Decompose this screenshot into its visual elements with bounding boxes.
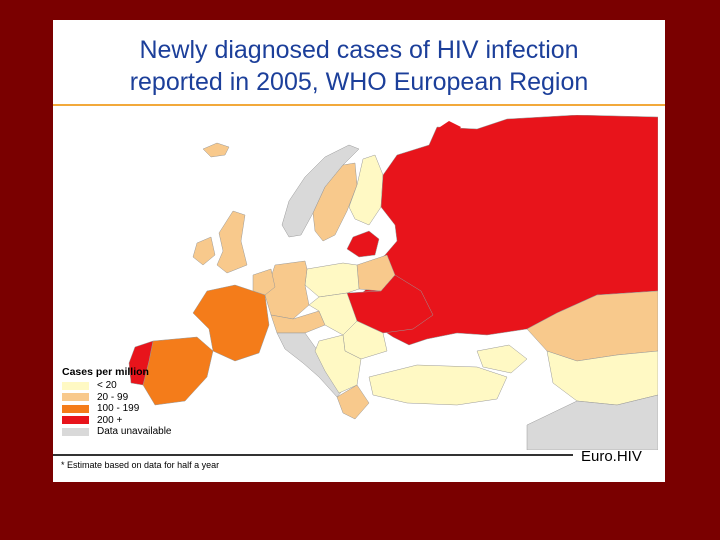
legend-item: < 20 — [62, 380, 172, 392]
legend-title: Cases per million — [62, 366, 149, 378]
legend: Cases per million < 20 20 - 99 100 - 199… — [62, 366, 172, 438]
footnote: * Estimate based on data for half a year — [61, 460, 220, 470]
slide-panel: Newly diagnosed cases of HIV infection r… — [53, 20, 665, 482]
legend-swatch — [62, 427, 89, 436]
eurohiv-logo: Euro.HIV — [581, 448, 642, 465]
legend-item: Data unavailable — [62, 426, 172, 438]
region-norway — [281, 144, 360, 238]
title-line-1: Newly diagnosed cases of HIV infection — [139, 36, 579, 64]
region-iceland — [202, 142, 230, 158]
region-greece — [336, 384, 370, 420]
legend-swatch — [62, 393, 89, 402]
legend-label: 200 + — [97, 414, 123, 426]
title-divider — [53, 104, 665, 106]
title-line-2: reported in 2005, WHO European Region — [129, 68, 589, 96]
region-unavailable-se — [526, 394, 658, 450]
legend-swatch — [62, 404, 89, 413]
legend-swatch — [62, 416, 89, 425]
legend-item: 20 - 99 — [62, 392, 172, 404]
legend-label: 20 - 99 — [97, 391, 129, 403]
legend-item: 100 - 199 — [62, 403, 172, 415]
legend-label: Data unavailable — [97, 426, 172, 438]
region-turkey — [368, 364, 508, 406]
region-poland — [304, 262, 360, 298]
region-france — [192, 284, 270, 362]
region-sweden — [312, 162, 358, 242]
legend-item: 200 + — [62, 415, 172, 427]
legend-swatch — [62, 381, 89, 390]
region-arctic-island — [437, 121, 461, 137]
legend-label: < 20 — [97, 380, 117, 392]
region-uk — [216, 210, 248, 274]
map-title: Newly diagnosed cases of HIV infection r… — [53, 34, 665, 98]
legend-label: 100 - 199 — [97, 403, 140, 415]
region-portugal — [128, 340, 154, 386]
region-baltics — [346, 230, 380, 258]
region-central-asia — [546, 350, 658, 406]
region-caucasus — [476, 344, 528, 374]
region-ireland — [192, 236, 216, 266]
region-benelux — [252, 268, 276, 296]
europe-map — [57, 115, 658, 450]
bottom-divider — [53, 454, 573, 456]
